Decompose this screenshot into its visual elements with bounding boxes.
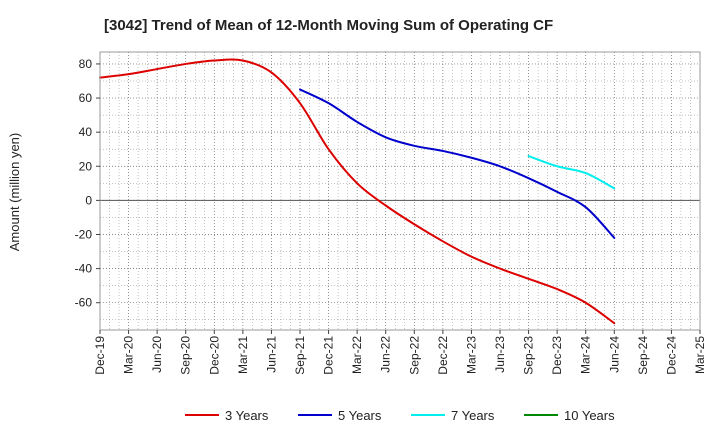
x-tick-label: Dec-19 [93, 336, 107, 375]
legend-label-3-years: 3 Years [225, 408, 269, 423]
x-tick-label: Jun-24 [607, 336, 621, 373]
y-tick-label: 20 [79, 159, 93, 173]
x-tick-label: Jun-21 [264, 336, 278, 373]
x-tick-labels: Dec-19 Mar-20 Jun-20 Sep-20 Dec-20 Mar-21 Jun-… [93, 330, 707, 375]
x-tick-label: Sep-23 [522, 336, 536, 375]
legend-label-5-years: 5 Years [338, 408, 382, 423]
x-tick-label: Sep-24 [636, 336, 650, 375]
y-tick-labels: 80 60 40 20 0 -20 -40 -60 [75, 57, 100, 310]
grid-layer [99, 52, 701, 330]
x-tick-label: Dec-24 [664, 336, 678, 375]
series-line-5-years [299, 88, 616, 239]
x-tick-label: Sep-22 [407, 336, 421, 375]
x-tick-label: Mar-22 [350, 336, 364, 374]
x-tick-label: Mar-24 [579, 336, 593, 374]
legend-label-10-years: 10 Years [564, 408, 615, 423]
y-tick-label: 40 [79, 125, 93, 139]
chart-title: [3042] Trend of Mean of 12-Month Moving … [104, 17, 553, 34]
y-tick-label: -20 [75, 227, 93, 241]
y-tick-label: 60 [79, 91, 93, 105]
legend: 3 Years 5 Years 7 Years 10 Years [185, 408, 615, 423]
y-tick-label: -60 [75, 296, 93, 310]
y-axis-label: Amount (million yen) [7, 133, 22, 252]
x-tick-label: Mar-20 [122, 336, 136, 374]
legend-label-7-years: 7 Years [451, 408, 495, 423]
x-tick-label: Sep-20 [179, 336, 193, 375]
plot-frame [99, 51, 701, 331]
x-tick-label: Dec-21 [322, 336, 336, 375]
x-tick-label: Jun-22 [379, 336, 393, 373]
x-tick-label: Mar-25 [693, 336, 707, 374]
y-tick-label: -40 [75, 262, 93, 276]
y-tick-label: 80 [79, 57, 93, 71]
x-tick-label: Dec-20 [207, 336, 221, 375]
y-tick-label: 0 [85, 193, 92, 207]
series-line-7-years [527, 155, 616, 190]
x-tick-label: Dec-22 [436, 336, 450, 375]
x-tick-label: Mar-23 [464, 336, 478, 374]
x-tick-label: Jun-23 [493, 336, 507, 373]
x-tick-label: Sep-21 [293, 336, 307, 375]
x-tick-label: Dec-23 [550, 336, 564, 375]
x-tick-label: Jun-20 [150, 336, 164, 373]
series-line-3-years [99, 58, 616, 325]
x-tick-label: Mar-21 [236, 336, 250, 374]
series-layer [99, 58, 616, 325]
